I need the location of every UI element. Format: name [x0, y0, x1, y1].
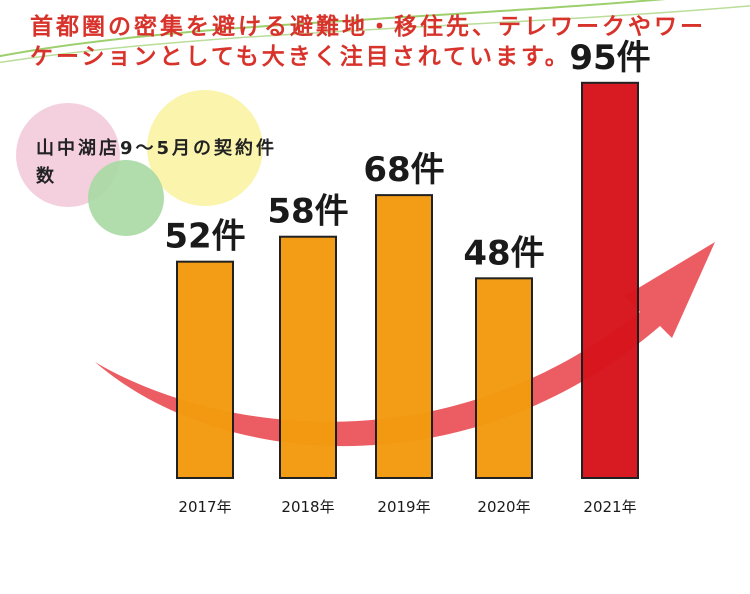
value-label-2019年: 68件 [363, 150, 444, 190]
headline-text: 首都圏の密集を避ける避難地・移住先、テレワークやワーケーションとしても大きく注目… [30, 14, 706, 70]
decorative-swoosh-2 [0, 5, 750, 64]
tick-label-2018年: 2018年 [281, 498, 334, 516]
bar-2019年 [375, 194, 433, 479]
bar-2018年 [279, 235, 337, 479]
bar-2021年 [581, 81, 639, 480]
bar-2020年 [475, 277, 533, 479]
tick-label-2017年: 2017年 [178, 498, 231, 516]
tick-label-2020年: 2020年 [477, 498, 530, 516]
bar-2017年 [176, 260, 234, 479]
chart-title: 山中湖店9～5月の契約件数 [36, 138, 278, 187]
value-label-2021年: 95件 [569, 38, 650, 78]
bars-group: 52件 2017年 58件 2018年 68件 2019年 48件 2020年 95件 2021年 [164, 38, 650, 516]
decorative-swoosh [0, 0, 666, 58]
tick-label-2019年: 2019年 [377, 498, 430, 516]
decorative-circle-green [88, 160, 164, 236]
value-label-2017年: 52件 [164, 217, 245, 257]
value-label-2018年: 58件 [267, 192, 348, 232]
tick-label-2021年: 2021年 [583, 498, 636, 516]
value-label-2020年: 48件 [463, 233, 544, 273]
decorative-circle-yellow [147, 90, 263, 206]
